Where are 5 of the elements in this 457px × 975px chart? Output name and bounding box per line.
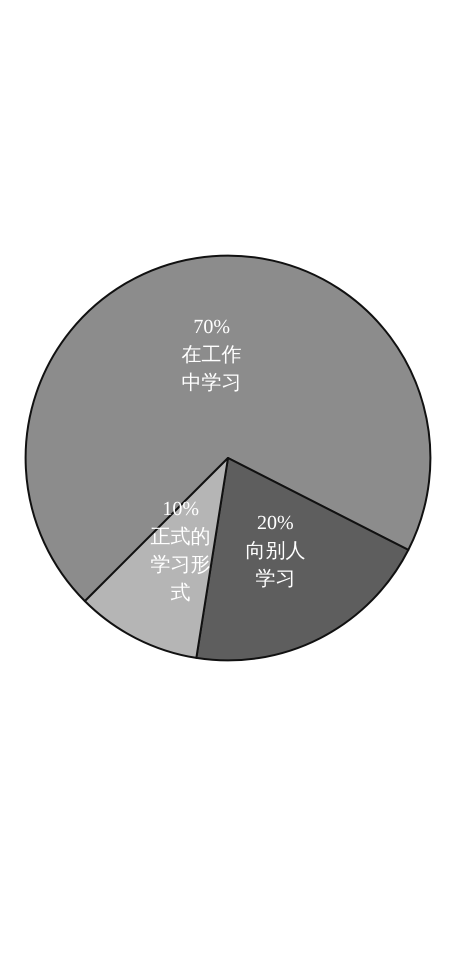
slice-label: 正式的学习形式 — [150, 526, 211, 604]
data-label: 70% — [193, 316, 230, 338]
slice-label: 向别人学习 — [245, 540, 306, 590]
data-label: 20% — [256, 512, 294, 534]
slice-label: 在工作中学习 — [182, 344, 242, 394]
